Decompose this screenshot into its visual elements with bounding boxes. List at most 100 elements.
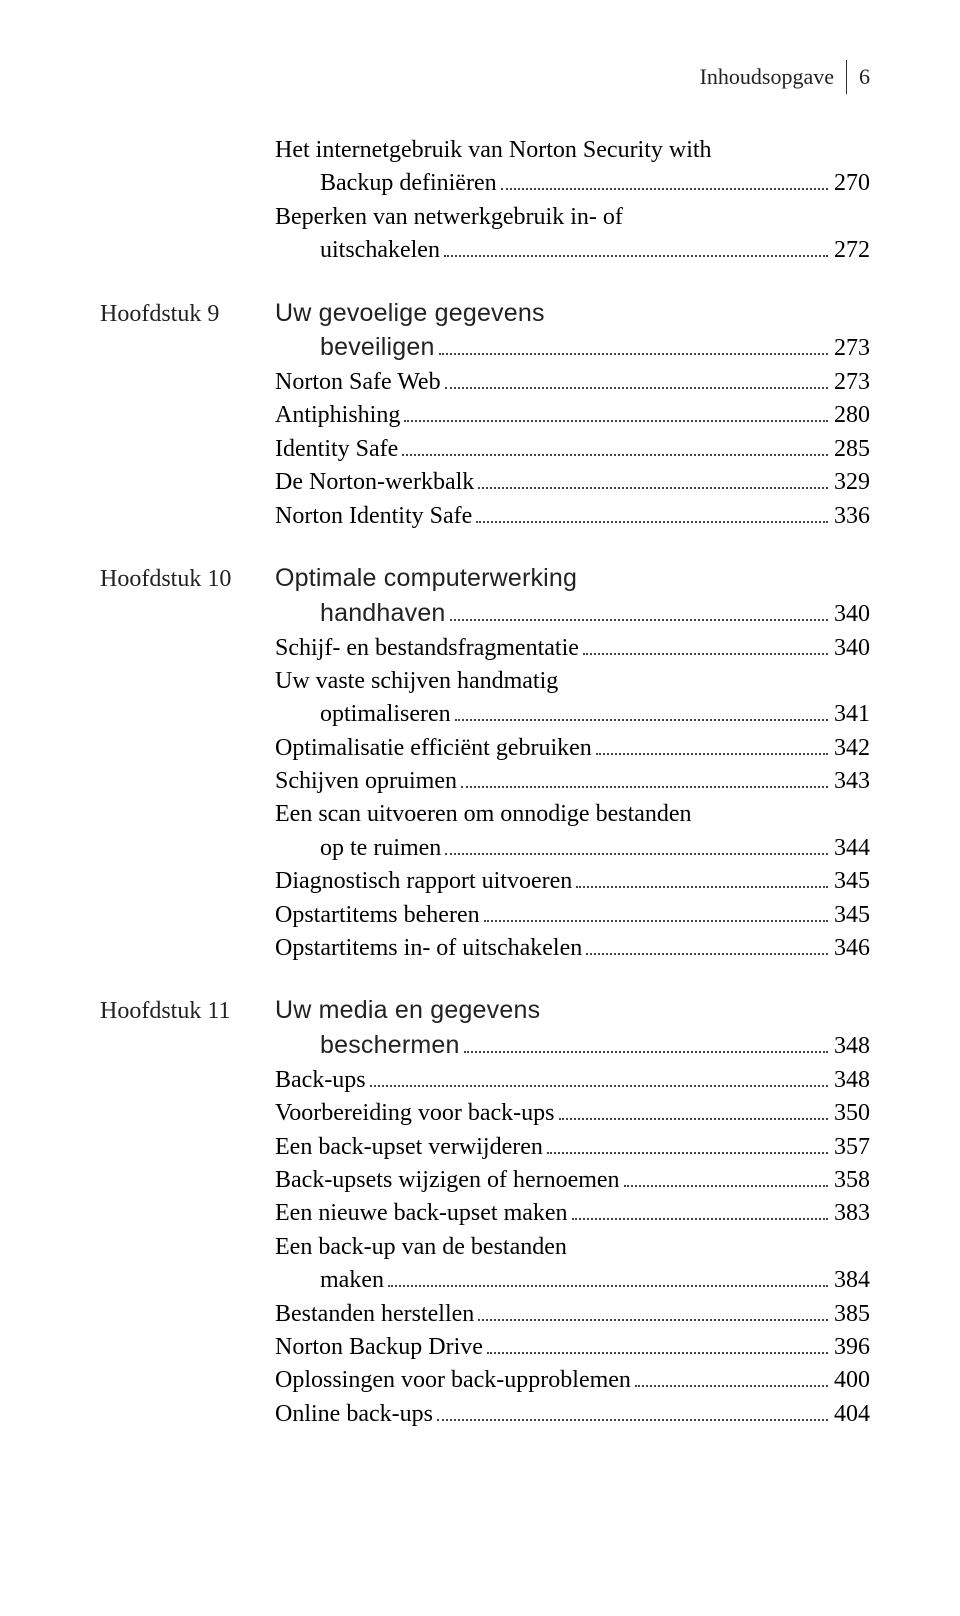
toc-entry-text: Norton Backup Drive bbox=[275, 1331, 483, 1363]
toc-page-number: 348 bbox=[832, 1030, 870, 1062]
leader-dots bbox=[624, 1185, 828, 1187]
toc-entry: Voorbereiding voor back-ups350 bbox=[275, 1097, 870, 1129]
leader-dots bbox=[635, 1385, 828, 1387]
toc-entry-text: op te ruimen bbox=[275, 832, 441, 864]
leader-dots bbox=[583, 653, 828, 655]
toc-row: Oplossingen voor back-upproblemen400 bbox=[100, 1364, 870, 1396]
toc-entry: Online back-ups404 bbox=[275, 1398, 870, 1430]
toc-row: Norton Backup Drive 396 bbox=[100, 1331, 870, 1363]
toc-row: Schijf- en bestandsfragmentatie340 bbox=[100, 632, 870, 664]
toc-row: uitschakelen 272 bbox=[100, 234, 870, 266]
toc-entry-text: Optimale computerwerking bbox=[275, 562, 577, 596]
leader-dots bbox=[501, 188, 828, 190]
toc-row: Back-upsets wijzigen of hernoemen 358 bbox=[100, 1164, 870, 1196]
toc-row: Hoofdstuk 10Optimale computerwerking bbox=[100, 562, 870, 596]
toc-entry: Beperken van netwerkgebruik in- of bbox=[275, 201, 870, 233]
toc-row: beveiligen273 bbox=[100, 331, 870, 365]
toc-entry: Norton Identity Safe336 bbox=[275, 500, 870, 532]
toc-row: Bestanden herstellen385 bbox=[100, 1298, 870, 1330]
toc-row: Opstartitems in- of uitschakelen 346 bbox=[100, 932, 870, 964]
toc-entry-text: Backup definiëren bbox=[275, 167, 497, 199]
toc-entry-text: Antiphishing bbox=[275, 399, 400, 431]
toc-page-number: 385 bbox=[832, 1298, 870, 1330]
toc-row: Een nieuwe back-upset maken 383 bbox=[100, 1197, 870, 1229]
leader-dots bbox=[464, 1051, 828, 1053]
toc-row: optimaliseren341 bbox=[100, 698, 870, 730]
leader-dots bbox=[437, 1419, 828, 1421]
toc-row: maken384 bbox=[100, 1264, 870, 1296]
toc-page-number: 348 bbox=[832, 1064, 870, 1096]
toc-entry: op te ruimen344 bbox=[275, 832, 870, 864]
toc-row: Antiphishing 280 bbox=[100, 399, 870, 431]
toc-entry: Opstartitems in- of uitschakelen 346 bbox=[275, 932, 870, 964]
toc-entry: Optimalisatie efficiënt gebruiken342 bbox=[275, 732, 870, 764]
header-page-number: 6 bbox=[859, 64, 870, 90]
toc-entry: Uw gevoelige gegevens bbox=[275, 297, 870, 331]
toc-row: Uw vaste schijven handmatig bbox=[100, 665, 870, 697]
toc-entry-text: Back-upsets wijzigen of hernoemen bbox=[275, 1164, 620, 1196]
toc-row: Online back-ups404 bbox=[100, 1398, 870, 1430]
toc-entry-text: Back-ups bbox=[275, 1064, 366, 1096]
toc-page-number: 400 bbox=[832, 1364, 870, 1396]
toc-page-number: 280 bbox=[832, 399, 870, 431]
toc-row: Het internetgebruik van Norton Security … bbox=[100, 134, 870, 166]
toc-page-number: 396 bbox=[832, 1331, 870, 1363]
toc-page-number: 357 bbox=[832, 1131, 870, 1163]
toc-page-number: 273 bbox=[832, 366, 870, 398]
toc-entry-text: Uw media en gegevens bbox=[275, 994, 540, 1028]
toc-entry: Opstartitems beheren345 bbox=[275, 899, 870, 931]
header-title: Inhoudsopgave bbox=[700, 64, 834, 90]
toc-entry-text: optimaliseren bbox=[275, 698, 451, 730]
toc-entry-text: Opstartitems in- of uitschakelen bbox=[275, 932, 582, 964]
leader-dots bbox=[476, 521, 828, 523]
toc-row: Norton Identity Safe336 bbox=[100, 500, 870, 532]
toc-entry: Norton Backup Drive 396 bbox=[275, 1331, 870, 1363]
toc-entry: Een back-up van de bestanden bbox=[275, 1231, 870, 1263]
toc-entry: Het internetgebruik van Norton Security … bbox=[275, 134, 870, 166]
toc-page-number: 285 bbox=[832, 433, 870, 465]
leader-dots bbox=[404, 420, 828, 422]
toc-page-number: 272 bbox=[832, 234, 870, 266]
toc-page-number: 358 bbox=[832, 1164, 870, 1196]
chapter-label: Hoofdstuk 9 bbox=[100, 301, 275, 328]
toc-entry-text: uitschakelen bbox=[275, 234, 440, 266]
toc-row: De Norton-werkbalk 329 bbox=[100, 466, 870, 498]
leader-dots bbox=[455, 719, 828, 721]
toc-row: Optimalisatie efficiënt gebruiken342 bbox=[100, 732, 870, 764]
leader-dots bbox=[559, 1118, 829, 1120]
toc-row: Een scan uitvoeren om onnodige bestanden bbox=[100, 798, 870, 830]
toc-page-number: 329 bbox=[832, 466, 870, 498]
toc-entry: beschermen348 bbox=[275, 1029, 870, 1063]
toc-row: Opstartitems beheren345 bbox=[100, 899, 870, 931]
toc-entry-text: Een back-upset verwijderen bbox=[275, 1131, 543, 1163]
toc-entry: Oplossingen voor back-upproblemen400 bbox=[275, 1364, 870, 1396]
toc-entry: Antiphishing 280 bbox=[275, 399, 870, 431]
toc-entry: Een scan uitvoeren om onnodige bestanden bbox=[275, 798, 870, 830]
toc-entry-text: Schijven opruimen bbox=[275, 765, 457, 797]
toc-page-number: 340 bbox=[832, 632, 870, 664]
toc-entry-text: Norton Identity Safe bbox=[275, 500, 472, 532]
toc-entry-text: Een nieuwe back-upset maken bbox=[275, 1197, 568, 1229]
toc-entry: Uw vaste schijven handmatig bbox=[275, 665, 870, 697]
toc-entry-text: De Norton-werkbalk bbox=[275, 466, 474, 498]
toc-page-number: 384 bbox=[832, 1264, 870, 1296]
toc-entry: Een back-upset verwijderen 357 bbox=[275, 1131, 870, 1163]
toc-row: beschermen348 bbox=[100, 1029, 870, 1063]
leader-dots bbox=[547, 1152, 828, 1154]
toc-entry: Diagnostisch rapport uitvoeren345 bbox=[275, 865, 870, 897]
toc-row: Hoofdstuk 9Uw gevoelige gegevens bbox=[100, 297, 870, 331]
table-of-contents: Het internetgebruik van Norton Security … bbox=[100, 134, 870, 1430]
toc-page-number: 383 bbox=[832, 1197, 870, 1229]
toc-page-number: 343 bbox=[832, 765, 870, 797]
toc-row: Norton Safe Web273 bbox=[100, 366, 870, 398]
toc-entry-text: Optimalisatie efficiënt gebruiken bbox=[275, 732, 592, 764]
toc-entry: Backup definiëren270 bbox=[275, 167, 870, 199]
toc-entry: handhaven340 bbox=[275, 597, 870, 631]
toc-entry: Bestanden herstellen385 bbox=[275, 1298, 870, 1330]
toc-entry-text: Beperken van netwerkgebruik in- of bbox=[275, 201, 623, 233]
toc-entry: Back-upsets wijzigen of hernoemen 358 bbox=[275, 1164, 870, 1196]
toc-page-number: 346 bbox=[832, 932, 870, 964]
toc-page-number: 345 bbox=[832, 899, 870, 931]
toc-page-number: 273 bbox=[832, 332, 870, 364]
toc-entry: Norton Safe Web273 bbox=[275, 366, 870, 398]
